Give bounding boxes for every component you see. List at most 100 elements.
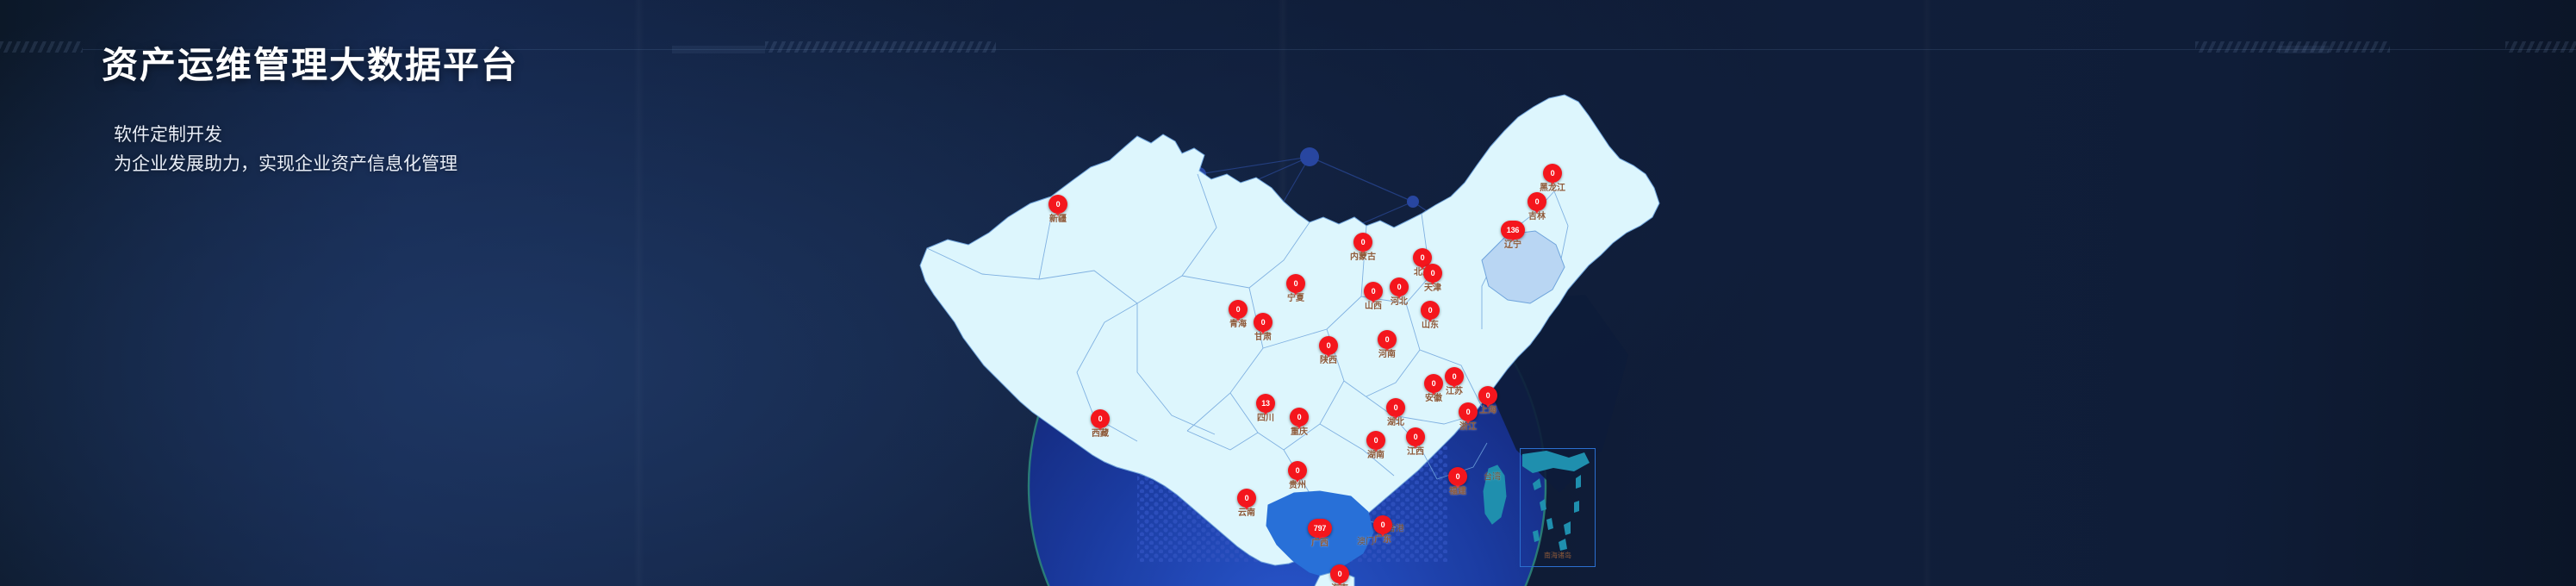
map-pin-浙江[interactable]: 0 浙江 [1459, 402, 1478, 432]
map-region-label-澳门: 澳门 [1357, 537, 1374, 547]
map-pin-icon: 0 [1237, 489, 1256, 508]
map-pin-icon: 0 [1390, 277, 1409, 296]
map-pin-新疆[interactable]: 0 新疆 [1048, 195, 1067, 224]
map-pin-count: 0 [1295, 465, 1300, 475]
map-pin-label: 黑龙江 [1540, 184, 1565, 193]
map-pin-重庆[interactable]: 0 重庆 [1290, 408, 1309, 437]
inset-islands-graphic [1522, 451, 1590, 551]
map-pin-icon: 0 [1448, 467, 1467, 486]
map-pin-福建[interactable]: 0 福建 [1448, 467, 1467, 496]
map-landmass [919, 94, 1660, 586]
map-pin-label: 甘肃 [1254, 333, 1272, 342]
map-pin-label: 浙江 [1459, 422, 1477, 432]
hero-subtitle: 软件定制开发 为企业发展助力，实现企业资产信息化管理 [114, 120, 457, 178]
map-pin-内蒙古[interactable]: 0 内蒙古 [1350, 233, 1376, 262]
map-pin-label: 湖北 [1387, 418, 1404, 427]
map-pin-icon: 0 [1378, 330, 1397, 349]
map-pin-count: 0 [1384, 334, 1390, 344]
subtitle-line-2: 为企业发展助力，实现企业资产信息化管理 [114, 153, 457, 174]
map-pin-河南[interactable]: 0 河南 [1378, 330, 1397, 359]
map-pin-江西[interactable]: 0 江西 [1406, 427, 1425, 457]
map-pin-icon: 0 [1288, 461, 1307, 480]
map-pin-icon: 0 [1413, 248, 1432, 267]
map-pin-label: 河北 [1391, 297, 1408, 307]
map-pin-count: 0 [1235, 304, 1241, 314]
page-title: 资产运维管理大数据平台 [102, 45, 520, 85]
region-taiwan [1483, 464, 1507, 525]
china-map-graphic [919, 94, 1660, 586]
map-pin-icon: 0 [1366, 431, 1385, 450]
map-pin-icon: 0 [1254, 313, 1272, 332]
map-pin-宁夏[interactable]: 0 宁夏 [1286, 274, 1305, 303]
map-region-label-台湾: 台湾 [1484, 472, 1501, 483]
map-pin-icon: 0 [1364, 282, 1383, 301]
map-pin-山西[interactable]: 0 山西 [1364, 282, 1383, 311]
map-pin-北京[interactable]: 0 北京 [1413, 248, 1432, 277]
map-pin-安徽[interactable]: 0 安徽 [1424, 374, 1443, 403]
map-pin-label: 贵州 [1289, 481, 1306, 490]
map-pin-label: 河南 [1378, 350, 1396, 359]
map-pin-河北[interactable]: 0 河北 [1390, 277, 1409, 307]
map-pin-青海[interactable]: 0 青海 [1229, 300, 1248, 329]
china-map-panel[interactable]: 南海诸岛 0 新疆 0 黑龙江 0 吉林 136 辽宁 0 内蒙古 0 北京 0 天津 0 宁夏 0 山西 0 河北 0… [879, 45, 1740, 586]
map-pin-count: 0 [1244, 493, 1249, 502]
map-pin-icon: 0 [1424, 374, 1443, 393]
map-pin-江苏[interactable]: 0 江苏 [1445, 367, 1464, 396]
map-pin-黑龙江[interactable]: 0 黑龙江 [1540, 164, 1565, 193]
map-pin-icon: 0 [1543, 164, 1562, 183]
map-pin-icon: 0 [1386, 398, 1405, 417]
map-pin-label: 云南 [1238, 508, 1255, 518]
map-pin-label: 上海 [1479, 406, 1496, 415]
map-pin-label: 新疆 [1049, 215, 1067, 224]
map-pin-上海[interactable]: 0 上海 [1478, 386, 1497, 415]
map-pin-label: 福建 [1449, 487, 1466, 496]
map-pin-count: 0 [1055, 199, 1061, 209]
map-pin-count: 0 [1293, 278, 1298, 288]
map-pin-辽宁[interactable]: 136 辽宁 [1501, 221, 1525, 250]
map-pin-count: 0 [1098, 414, 1103, 423]
map-pin-icon: 0 [1406, 427, 1425, 446]
map-pin-count: 0 [1428, 305, 1433, 315]
map-pin-count: 0 [1260, 317, 1266, 327]
map-pin-吉林[interactable]: 0 吉林 [1528, 192, 1546, 221]
map-pin-count: 0 [1550, 168, 1555, 178]
map-pin-count: 0 [1371, 286, 1376, 296]
map-pin-count: 0 [1465, 407, 1471, 416]
map-pin-label: 宁夏 [1287, 294, 1304, 303]
map-pin-count: 0 [1326, 340, 1331, 350]
map-pin-count: 0 [1455, 471, 1460, 481]
map-pin-label: 广西 [1311, 539, 1328, 548]
map-pin-icon: 0 [1445, 367, 1464, 386]
map-pin-count: 136 [1506, 225, 1520, 234]
map-pin-陕西[interactable]: 0 陕西 [1319, 336, 1338, 365]
map-pin-icon: 0 [1528, 192, 1546, 211]
map-pin-icon: 0 [1319, 336, 1338, 355]
south-china-sea-inset: 南海诸岛 [1520, 448, 1596, 567]
map-pin-icon: 136 [1501, 221, 1525, 240]
map-pin-label: 重庆 [1291, 427, 1308, 437]
map-pin-count: 0 [1380, 520, 1385, 529]
map-pin-icon: 0 [1286, 274, 1305, 293]
map-pin-湖北[interactable]: 0 湖北 [1386, 398, 1405, 427]
map-pin-贵州[interactable]: 0 贵州 [1288, 461, 1307, 490]
map-pin-icon: 0 [1423, 264, 1442, 283]
subtitle-line-1: 软件定制开发 [114, 124, 222, 145]
map-pin-icon: 0 [1290, 408, 1309, 427]
map-pin-label: 吉林 [1528, 212, 1546, 221]
map-pin-西藏[interactable]: 0 西藏 [1091, 409, 1110, 439]
map-pin-湖南[interactable]: 0 湖南 [1366, 431, 1385, 460]
map-pin-云南[interactable]: 0 云南 [1237, 489, 1256, 518]
map-pin-甘肃[interactable]: 0 甘肃 [1254, 313, 1272, 342]
map-pin-海南[interactable]: 0 海南 [1330, 564, 1349, 586]
map-pin-广西[interactable]: 797 广西 [1308, 519, 1332, 548]
map-pin-广东[interactable]: 0 广东 [1373, 515, 1392, 545]
inset-label: 南海诸岛 [1544, 552, 1571, 559]
map-pin-count: 0 [1431, 378, 1436, 388]
map-pin-山东[interactable]: 0 山东 [1421, 301, 1440, 330]
map-pin-四川[interactable]: 13 四川 [1256, 394, 1275, 423]
map-pin-label: 海南 [1331, 581, 1348, 586]
map-pin-天津[interactable]: 0 天津 [1423, 264, 1442, 293]
map-pin-count: 0 [1297, 412, 1302, 421]
map-pin-icon: 0 [1353, 233, 1372, 252]
